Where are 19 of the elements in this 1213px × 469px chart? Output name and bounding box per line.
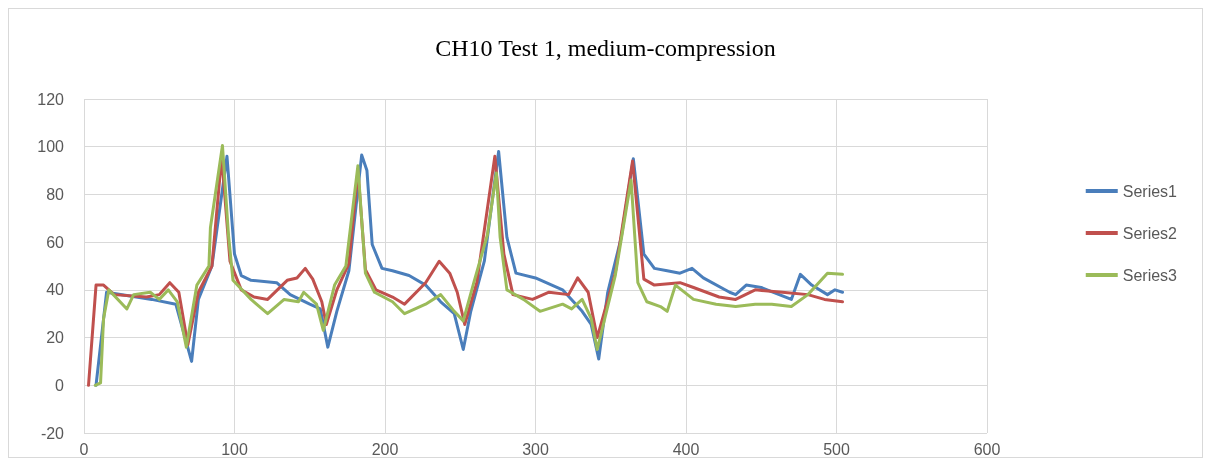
x-tick-label: 400	[672, 440, 700, 458]
y-tick-label: 0	[55, 376, 65, 394]
y-tick-label: 20	[46, 329, 65, 347]
x-tick-label: 200	[371, 440, 399, 458]
y-tick-label: 120	[37, 90, 65, 108]
x-tick-label: 0	[79, 440, 89, 458]
x-tick-label: 500	[823, 440, 850, 458]
y-tick-label: 80	[46, 185, 65, 203]
y-tick-label: -20	[40, 424, 65, 442]
y-tick-label: 40	[46, 281, 65, 299]
legend-label: Series2	[1122, 224, 1178, 242]
chart-title: CH10 Test 1, medium-compression	[435, 35, 776, 61]
y-tick-label: 60	[46, 233, 65, 251]
y-tick-label: 100	[37, 138, 65, 156]
legend-label: Series1	[1122, 182, 1178, 200]
x-tick-label: 600	[973, 440, 1001, 458]
x-tick-label: 300	[522, 440, 549, 458]
x-tick-label: 100	[221, 440, 248, 458]
legend-label: Series3	[1122, 266, 1178, 284]
